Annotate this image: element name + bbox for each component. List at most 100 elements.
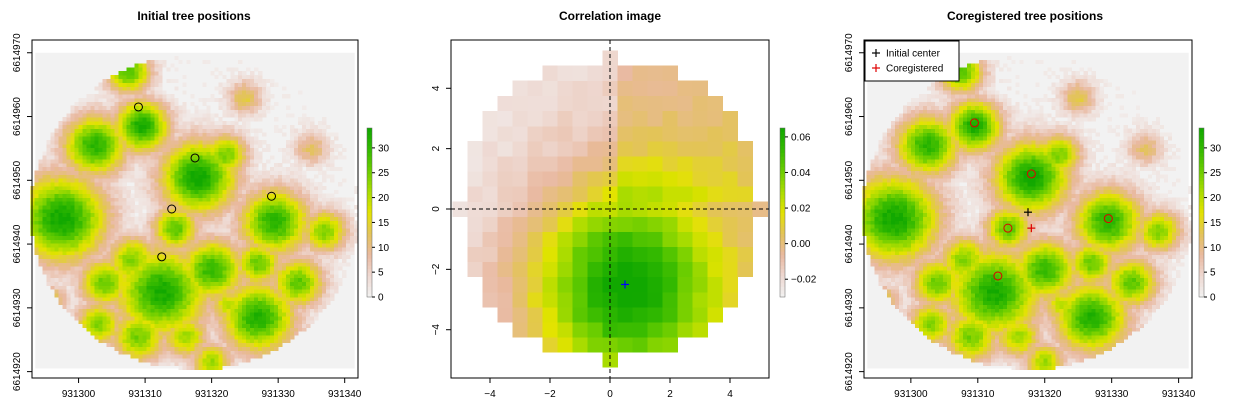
canopy-cell [126,75,130,79]
canopy-cell [126,163,130,167]
canopy-cell [162,297,166,301]
canopy-cell [278,320,282,324]
canopy-cell [214,224,218,228]
canopy-cell [270,343,274,347]
canopy-cell [322,263,326,267]
canopy-cell [71,113,75,117]
canopy-cell [306,316,310,320]
canopy-cell [111,171,115,175]
canopy-cell [226,339,230,343]
canopy-cell [266,247,270,251]
canopy-cell [154,362,158,366]
canopy-cell [130,293,134,297]
canopy-cell [35,247,39,251]
canopy-cell [146,213,150,217]
canopy-cell [134,144,138,148]
canopy-cell [134,236,138,240]
canopy-cell [91,224,95,228]
canopy-cell [278,308,282,312]
canopy-cell [158,232,162,236]
canopy-cell [286,266,290,270]
canopy-cell [258,305,262,309]
canopy-cell [222,110,226,114]
canopy-cell [230,331,234,335]
canopy-cell [150,75,154,79]
canopy-cell [290,240,294,244]
canopy-cell [278,331,282,335]
canopy-cell [282,220,286,224]
canopy-cell [326,152,330,156]
canopy-cell [242,71,246,75]
canopy-cell [250,209,254,213]
canopy-cell [39,167,43,171]
canopy-cell [138,243,142,247]
canopy-cell [154,274,158,278]
canopy-cell [322,125,326,129]
canopy-cell [75,305,79,309]
canopy-cell [166,110,170,114]
canopy-cell [334,228,338,232]
canopy-cell [111,255,115,259]
canopy-cell [194,171,198,175]
canopy-cell [274,266,278,270]
canopy-cell [122,339,126,343]
canopy-cell [274,335,278,339]
canopy-cell [198,358,202,362]
canopy-cell [118,308,122,312]
canopy-cell [198,129,202,133]
canopy-cell [230,343,234,347]
canopy-cell [130,79,134,83]
canopy-cell [186,190,190,194]
canopy-cell [174,274,178,278]
canopy-cell [322,163,326,167]
canopy-cell [318,251,322,255]
canopy-cell [326,125,330,129]
canopy-cell [298,297,302,301]
canopy-cell [222,194,226,198]
canopy-cell [210,224,214,228]
canopy-cell [103,140,107,144]
canopy-cell [250,140,254,144]
canopy-cell [103,282,107,286]
canopy-cell [218,240,222,244]
canopy-cell [214,320,218,324]
canopy-cell [114,274,118,278]
canopy-cell [83,308,87,312]
canopy-cell [218,152,222,156]
canopy-cell [274,308,278,312]
canopy-cell [182,243,186,247]
canopy-cell [210,190,214,194]
canopy-cell [55,201,59,205]
canopy-cell [186,305,190,309]
canopy-cell [278,182,282,186]
canopy-cell [126,320,130,324]
canopy-cell [87,148,91,152]
canopy-cell [186,289,190,293]
canopy-cell [67,129,71,133]
canopy-cell [118,351,122,355]
canopy-cell [274,167,278,171]
canopy-cell [170,228,174,232]
canopy-cell [242,263,246,267]
canopy-cell [182,324,186,328]
canopy-cell [306,125,310,129]
canopy-cell [206,132,210,136]
canopy-cell [250,167,254,171]
canopy-cell [130,98,134,102]
canopy-cell [194,278,198,282]
canopy-cell [302,209,306,213]
canopy-cell [178,328,182,332]
canopy-cell [306,293,310,297]
canopy-cell [134,232,138,236]
canopy-cell [286,236,290,240]
canopy-cell [186,308,190,312]
canopy-cell [138,94,142,98]
canopy-cell [118,255,122,259]
canopy-cell [234,163,238,167]
canopy-cell [242,274,246,278]
canopy-cell [126,213,130,217]
canopy-cell [166,266,170,270]
canopy-cell [190,175,194,179]
canopy-cell [83,232,87,236]
canopy-cell [162,136,166,140]
